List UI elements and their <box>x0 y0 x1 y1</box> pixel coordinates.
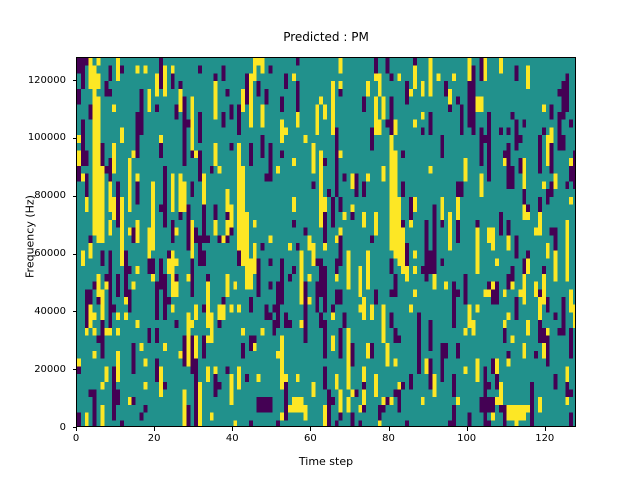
x-tick-mark <box>388 427 390 431</box>
x-axis-title: Time step <box>298 455 354 468</box>
x-tick-label: 80 <box>382 433 395 444</box>
y-tick-label: 40000 <box>34 305 66 317</box>
y-axis-title: Frequency (Hz) <box>23 195 37 278</box>
x-tick-label: 0 <box>72 433 80 444</box>
heatmap-axes <box>76 57 576 427</box>
x-tick-mark <box>154 427 156 431</box>
y-tick-labels: 0 20000 40000 60000 80000 100000 120000 <box>0 0 66 480</box>
y-tick-mark <box>72 253 76 255</box>
heatmap-image <box>77 58 575 426</box>
x-tick-label: 100 <box>457 433 477 444</box>
y-tick-label: 20000 <box>34 363 66 375</box>
y-tick-label: 120000 <box>27 74 66 86</box>
y-tick-mark <box>72 311 76 313</box>
x-tick-mark <box>466 427 468 431</box>
y-tick-mark <box>72 369 76 371</box>
y-tick-label: 60000 <box>34 248 66 260</box>
y-tick-mark <box>72 427 76 428</box>
x-tick-mark <box>76 427 77 431</box>
x-tick-label: 40 <box>225 433 239 444</box>
y-tick-label: 0 <box>59 421 66 433</box>
x-tick-mark <box>544 427 546 431</box>
x-tick-mark <box>232 427 234 431</box>
x-tick-mark <box>310 427 312 431</box>
y-tick-mark <box>72 80 76 82</box>
x-tick-label: 20 <box>147 433 161 444</box>
x-tick-label: 60 <box>304 433 317 444</box>
y-tick-mark <box>72 195 76 197</box>
x-tick-label: 120 <box>535 433 555 444</box>
chart-title: Predicted : PM <box>283 30 369 44</box>
y-tick-label: 100000 <box>27 132 66 144</box>
y-tick-label: 80000 <box>34 190 66 202</box>
y-tick-mark <box>72 137 76 139</box>
